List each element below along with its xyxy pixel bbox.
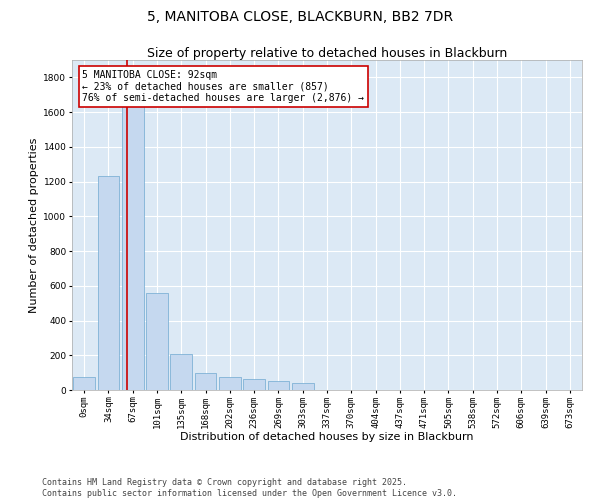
Bar [122,98,143,390]
Y-axis label: Number of detached properties: Number of detached properties [29,138,39,312]
Title: Size of property relative to detached houses in Blackburn: Size of property relative to detached ho… [147,47,507,60]
Bar [73,377,95,390]
X-axis label: Distribution of detached houses by size in Blackburn: Distribution of detached houses by size … [180,432,474,442]
Bar [292,383,314,390]
Text: Contains HM Land Registry data © Crown copyright and database right 2025.
Contai: Contains HM Land Registry data © Crown c… [42,478,457,498]
Bar [268,382,289,390]
Text: 5, MANITOBA CLOSE, BLACKBURN, BB2 7DR: 5, MANITOBA CLOSE, BLACKBURN, BB2 7DR [147,10,453,24]
Bar [243,378,265,390]
Bar [146,292,168,390]
Bar [170,354,192,390]
Bar [219,377,241,390]
Bar [194,372,217,390]
Text: 5 MANITOBA CLOSE: 92sqm
← 23% of detached houses are smaller (857)
76% of semi-d: 5 MANITOBA CLOSE: 92sqm ← 23% of detache… [82,70,364,103]
Bar [97,176,119,390]
